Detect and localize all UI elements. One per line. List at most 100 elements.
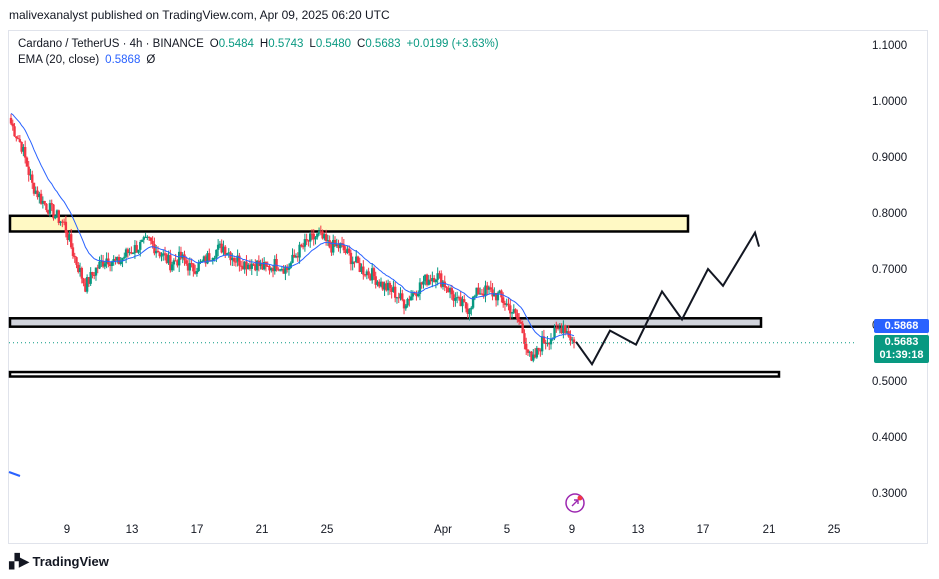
candle-body <box>526 349 530 353</box>
candle-body <box>303 239 307 247</box>
candle-body <box>188 263 192 271</box>
candle-body <box>25 157 29 167</box>
candle-body <box>455 297 459 299</box>
candle-body <box>131 253 135 255</box>
candle-body <box>300 244 303 247</box>
candle-body <box>195 271 199 274</box>
candle-body <box>27 166 30 175</box>
candle-body <box>355 256 358 262</box>
candle-body <box>374 276 377 285</box>
candle-body <box>463 299 466 303</box>
candle-body <box>139 241 142 250</box>
candle-body <box>486 285 489 290</box>
candle-body <box>208 253 211 261</box>
candle-body <box>489 287 492 290</box>
candle-body <box>177 251 181 266</box>
candle-body <box>487 287 491 290</box>
candle-body <box>289 262 292 268</box>
candle-body <box>363 274 367 276</box>
pivot-zone[interactable] <box>8 317 763 328</box>
candle-body <box>470 307 473 310</box>
offscreen-ema-marker <box>8 471 21 477</box>
tradingview-logo[interactable]: ▞▶ TradingView <box>9 553 109 570</box>
ema-label[interactable]: EMA (20, close) <box>18 54 100 66</box>
candle-body <box>484 285 487 297</box>
x-tick-label: 17 <box>697 524 710 536</box>
candle-body <box>332 239 335 253</box>
symbol-title[interactable]: Cardano / TetherUS · 4h · BINANCE <box>18 38 204 50</box>
candle-body <box>216 244 220 250</box>
candle-body <box>533 354 537 358</box>
candle-body <box>16 138 20 140</box>
candle-body <box>36 190 39 198</box>
resistance-zone[interactable] <box>8 214 690 233</box>
candle-body <box>69 234 73 248</box>
candle-body <box>464 302 468 309</box>
candle-body <box>50 203 53 205</box>
ema-line <box>10 112 575 340</box>
candle-body <box>87 277 91 284</box>
candle-body <box>572 339 576 343</box>
alert-icon[interactable] <box>565 493 585 513</box>
candle-body <box>296 256 300 258</box>
support-zone[interactable] <box>8 370 781 378</box>
candle-body <box>124 249 128 257</box>
x-tick-label: 5 <box>504 524 510 536</box>
candle-body <box>478 293 482 295</box>
candle-body <box>174 260 177 262</box>
candle-body <box>420 282 423 285</box>
candle-body <box>280 268 284 270</box>
candle-body <box>548 342 551 345</box>
candle-body <box>15 136 18 139</box>
candle-body <box>9 117 13 124</box>
candle-body <box>546 342 549 344</box>
candle-body <box>514 309 517 314</box>
last-price-value: 0.5683 <box>884 336 919 348</box>
candle-body <box>85 277 89 292</box>
candle-body <box>298 244 301 258</box>
ema-row: EMA (20, close) 0.5868 Ø <box>18 52 499 68</box>
candle-body <box>528 351 531 353</box>
candle-body <box>133 245 137 254</box>
candle-body <box>388 282 392 289</box>
candle-body <box>323 234 326 239</box>
candle-body <box>215 249 218 258</box>
candle-body <box>248 264 252 269</box>
candle-body <box>117 257 121 264</box>
candle-body <box>236 255 239 262</box>
candle-body <box>23 147 27 158</box>
candle-body <box>91 272 94 276</box>
open-value: 0.5484 <box>218 38 254 50</box>
candle-body <box>540 336 544 352</box>
candle-body <box>18 139 22 142</box>
candle-body <box>512 309 516 313</box>
x-tick-label: 21 <box>763 524 776 536</box>
candle-body <box>218 243 222 245</box>
candle-body <box>429 279 432 282</box>
candle-body <box>193 271 197 274</box>
candle-body <box>399 293 402 299</box>
candle-body <box>255 260 259 271</box>
candle-body <box>305 239 308 241</box>
candle-body <box>147 236 151 238</box>
candle-body <box>270 268 273 271</box>
candle-body <box>493 293 496 297</box>
projection-path <box>575 230 760 367</box>
candle-body <box>351 261 354 265</box>
candle-body <box>301 246 305 248</box>
candle-body <box>532 354 535 361</box>
candle-body <box>524 343 528 350</box>
close-value: 0.5683 <box>365 38 401 50</box>
candle-body <box>167 255 170 263</box>
candle-body <box>48 203 52 214</box>
candle-body <box>330 247 333 253</box>
y-tick-label: 0.9000 <box>872 152 907 164</box>
candle-body <box>466 308 469 314</box>
candle-body <box>179 251 183 259</box>
ema-hidden-icon[interactable]: Ø <box>146 54 156 66</box>
candle-body <box>415 293 418 297</box>
candle-body <box>146 236 149 238</box>
y-tick-label: 0.7000 <box>872 264 907 276</box>
candle-body <box>287 267 291 270</box>
